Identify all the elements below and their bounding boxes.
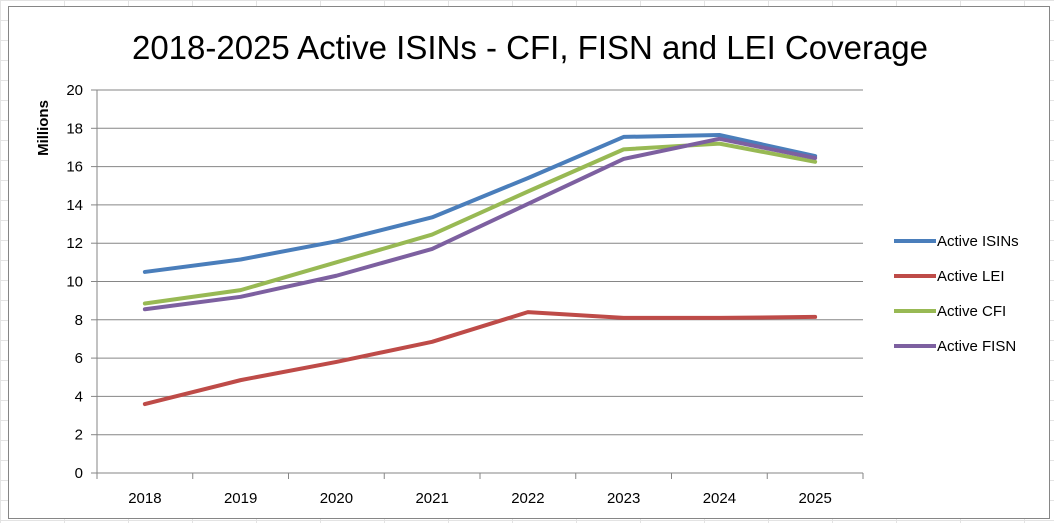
y-axis-ticks: 0 2 4 6 8 10 12 14 16 18 20 <box>66 82 83 482</box>
chart-area[interactable]: 2018-2025 Active ISINs - CFI, FISN and L… <box>8 6 1050 519</box>
series-line <box>142 136 818 312</box>
y-tick-label: 4 <box>75 388 83 405</box>
x-tick-label: 2021 <box>415 490 448 507</box>
x-tick-label: 2018 <box>128 490 161 507</box>
x-tick-label: 2024 <box>703 490 736 507</box>
x-tick-label: 2020 <box>320 490 353 507</box>
y-tick-label: 2 <box>75 427 83 444</box>
x-tick-label: 2022 <box>511 490 544 507</box>
series-line <box>142 310 818 407</box>
x-tick-label: 2025 <box>798 490 831 507</box>
x-axis-ticks: 2018 2019 2020 2021 2022 2023 2024 2025 <box>128 490 832 507</box>
series-lines <box>142 133 818 407</box>
x-tick-label: 2023 <box>607 490 640 507</box>
y-tick-label: 12 <box>66 235 83 252</box>
legend-label: Active CFI <box>937 303 1006 320</box>
y-tick-label: 20 <box>66 82 83 99</box>
gridlines <box>97 89 863 436</box>
legend-label: Active ISINs <box>937 233 1019 250</box>
x-tick-label: 2019 <box>224 490 257 507</box>
legend-label: Active LEI <box>937 268 1005 285</box>
y-tick-label: 8 <box>75 312 83 329</box>
legend-label: Active FISN <box>937 338 1016 355</box>
chart-title: 2018-2025 Active ISINs - CFI, FISN and L… <box>131 29 929 66</box>
axes <box>91 89 864 479</box>
y-tick-label: 6 <box>75 350 83 367</box>
legend: Active ISINs Active LEI Active CFI Active F… <box>894 233 1019 355</box>
series-line <box>142 133 818 274</box>
y-axis-label: Millions <box>35 100 52 156</box>
y-tick-label: 10 <box>66 274 83 291</box>
series-line <box>142 141 818 306</box>
y-tick-label: 14 <box>66 197 83 214</box>
y-tick-label: 16 <box>66 159 83 176</box>
y-tick-label: 18 <box>66 120 83 137</box>
y-tick-label: 0 <box>75 465 83 482</box>
